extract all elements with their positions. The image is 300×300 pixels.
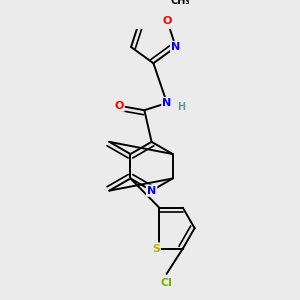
- Text: S: S: [152, 244, 160, 254]
- Text: H: H: [177, 102, 185, 112]
- Text: O: O: [163, 16, 172, 26]
- Text: Cl: Cl: [161, 278, 172, 288]
- Text: O: O: [114, 101, 124, 111]
- Text: N: N: [162, 98, 172, 108]
- Text: N: N: [147, 186, 156, 196]
- Text: CH₃: CH₃: [170, 0, 190, 6]
- Text: N: N: [171, 42, 180, 52]
